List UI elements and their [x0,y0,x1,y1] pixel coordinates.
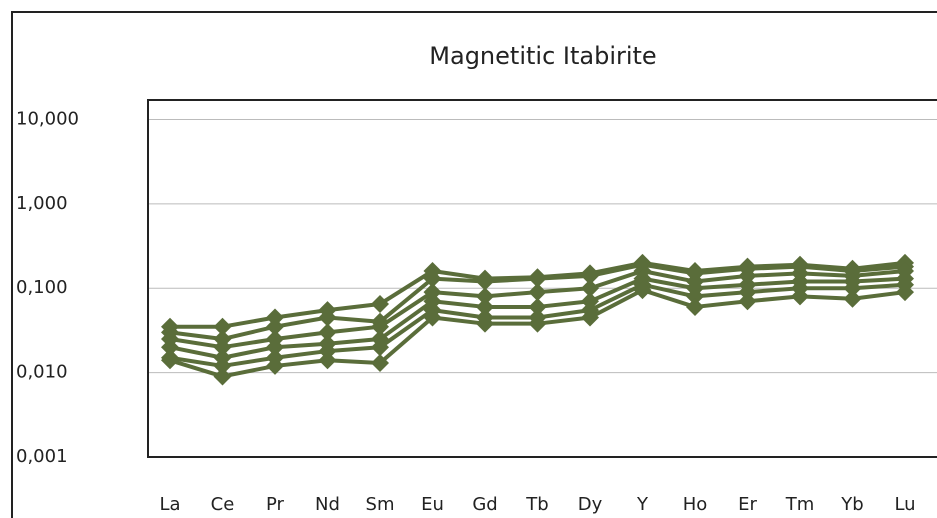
x-tick-label: Dy [578,494,603,515]
x-tick-label: La [159,494,180,515]
x-tick-label: Tm [785,494,815,515]
marker [371,317,389,336]
marker [423,269,442,288]
y-tick-label: 0,010 [16,362,68,383]
marker [371,295,389,314]
chart-title: Magnetitic Itabirite [429,42,656,70]
marker [266,356,284,375]
marker [476,272,494,291]
marker [528,269,547,288]
marker [581,308,599,327]
marker [738,292,757,311]
x-tick-label: Nd [315,494,340,515]
y-tick-label: 0,100 [16,277,68,298]
marker [528,314,547,333]
marker [581,279,599,298]
marker [528,297,547,316]
x-tick-label: Y [636,494,649,515]
y-tick-label: 10,000 [16,108,79,129]
marker [318,308,337,327]
x-tick-label: Gd [472,494,497,515]
marker [266,308,284,327]
marker [266,338,284,357]
marker [738,283,757,302]
marker [476,314,494,333]
x-tick-label: Eu [421,494,444,515]
marker [843,289,862,308]
marker [371,338,389,357]
marker [633,281,652,300]
y-tick-label: 0,001 [16,446,68,467]
marker [213,317,232,336]
x-tick-label: Sm [366,494,395,515]
x-tick-label: Ho [683,494,708,515]
marker [476,287,494,306]
marker [161,338,179,357]
marker [423,308,442,327]
marker [423,283,442,302]
marker [318,342,337,361]
marker [528,283,547,302]
marker [318,323,337,342]
marker [318,351,337,370]
marker [161,351,179,370]
marker [213,356,232,375]
marker [266,317,284,336]
marker [213,338,232,357]
x-tick-label: Ce [211,494,235,515]
marker [371,353,389,372]
x-tick-label: Tb [525,494,548,515]
y-tick-label: 1,000 [16,193,68,214]
x-tick-label: Yb [840,494,863,515]
marker [791,287,809,306]
marker [213,367,232,386]
marker [581,266,599,285]
x-tick-label: Pr [266,494,285,515]
marker [896,283,914,302]
marker [476,297,494,316]
marker [686,287,704,306]
marker [686,297,704,316]
x-tick-label: Lu [894,494,915,515]
outer-frame [11,11,937,518]
plot-frame [147,99,937,458]
x-tick-label: Er [738,494,757,515]
marker [843,279,862,298]
